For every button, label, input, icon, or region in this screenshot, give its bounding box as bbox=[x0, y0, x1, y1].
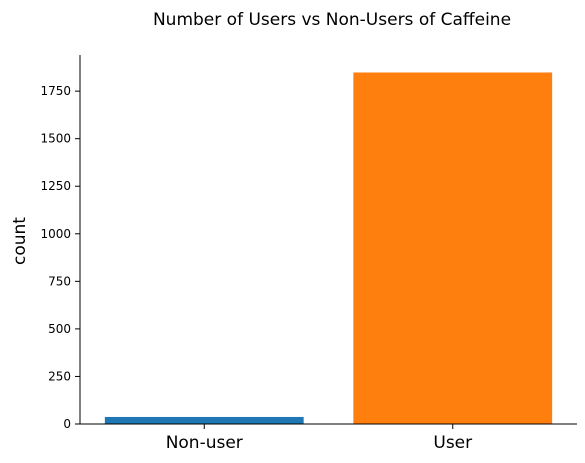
y-tick-label: 1500 bbox=[40, 132, 71, 146]
y-tick-label: 1750 bbox=[40, 84, 71, 98]
x-tick-label: User bbox=[433, 433, 472, 453]
bar-non-user bbox=[104, 416, 304, 424]
y-tick-label: 1000 bbox=[40, 227, 71, 241]
y-tick-label: 500 bbox=[48, 322, 71, 336]
y-axis-label: count bbox=[10, 217, 30, 265]
x-ticks-group: Non-user User bbox=[166, 424, 472, 453]
y-tick-label: 250 bbox=[48, 369, 71, 383]
bar-user bbox=[353, 72, 553, 425]
y-tick-label: 1250 bbox=[40, 179, 71, 193]
y-ticks-group: 0 250 500 750 1000 1250 1500 1750 bbox=[40, 84, 80, 431]
y-tick-label: 750 bbox=[48, 274, 71, 288]
chart-title: Number of Users vs Non-Users of Caffeine bbox=[153, 10, 511, 30]
bars-group bbox=[104, 72, 553, 425]
y-tick-label: 0 bbox=[63, 417, 71, 431]
x-tick-label: Non-user bbox=[166, 433, 243, 453]
